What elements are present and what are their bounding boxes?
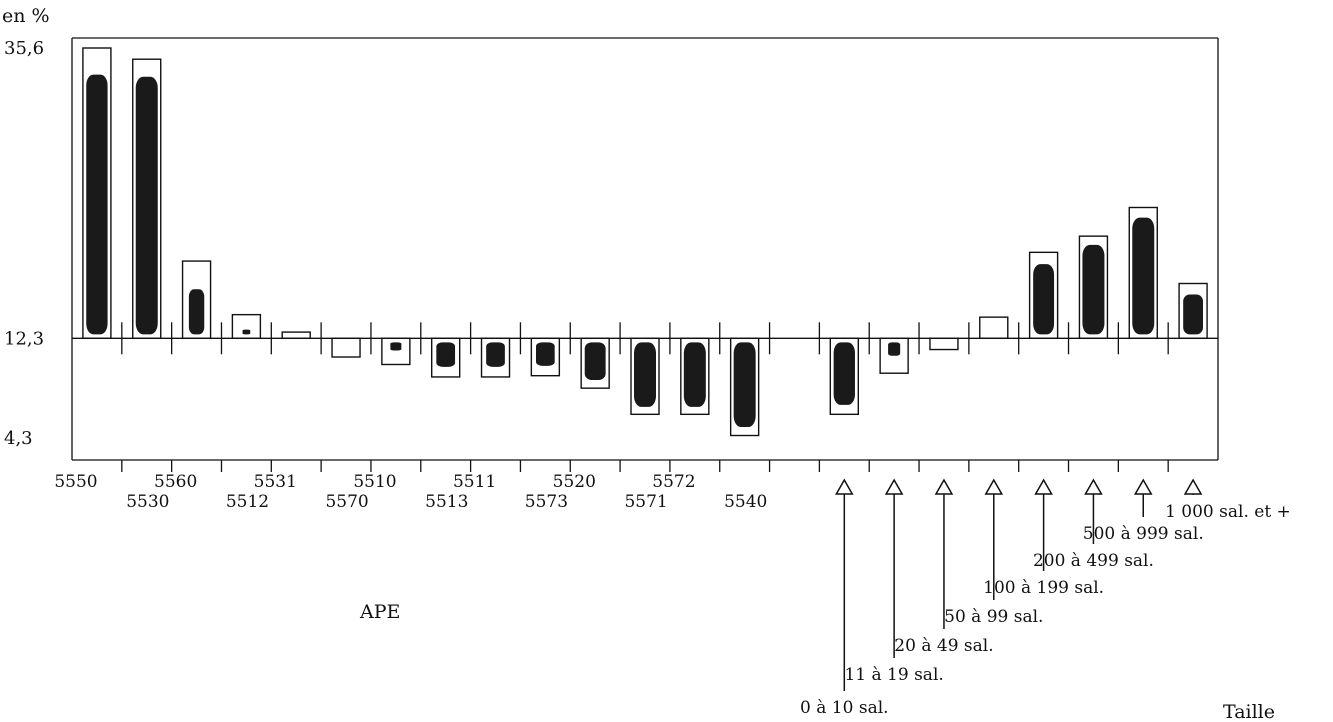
- taille-label: 11 à 19 sal.: [844, 665, 943, 685]
- x-axis-title-ape: APE: [359, 601, 400, 623]
- y-tick-label: 35,6: [4, 38, 44, 59]
- bar-shading: [535, 342, 555, 366]
- bar-5570: [331, 337, 361, 358]
- bar-shading: [436, 342, 456, 367]
- ape-label: 5510: [353, 472, 396, 492]
- ape-label: 5570: [325, 492, 368, 512]
- bar-shading: [86, 74, 108, 335]
- ape-label: 5540: [724, 492, 767, 512]
- bar-5571: [630, 337, 660, 416]
- ape-label: 5571: [624, 492, 667, 512]
- arrow-icon: [1034, 478, 1053, 495]
- taille-label: 100 à 199 sal.: [983, 578, 1104, 598]
- y-tick-label: 12,3: [4, 328, 44, 349]
- arrow-icon: [1133, 478, 1153, 495]
- bar-shading: [1082, 244, 1105, 335]
- bar-5550: [82, 47, 112, 340]
- bar-5531: [281, 331, 311, 340]
- bar-1-000-sal-et-: [1178, 282, 1208, 340]
- bar-5573: [530, 337, 561, 377]
- bar-shading: [683, 342, 706, 407]
- taille-label: 0 à 10 sal.: [800, 698, 889, 718]
- bar-shading: [888, 342, 901, 356]
- bar-shading: [242, 329, 251, 335]
- ape-label: 5531: [254, 472, 297, 492]
- bar-5510: [381, 337, 411, 366]
- bar-5512: [231, 313, 262, 340]
- bars: [82, 47, 1208, 437]
- x-axis-title-taille: Taille: [1223, 701, 1275, 722]
- bar-shading: [733, 342, 756, 428]
- bar-100-199-sal-: [1028, 251, 1059, 340]
- arrow-icon: [835, 478, 854, 495]
- bar-200-499-sal-: [1078, 235, 1109, 340]
- ape-label: 5573: [525, 492, 568, 512]
- bar-5513: [430, 337, 461, 378]
- bar-50-99-sal-: [979, 316, 1009, 340]
- bar-5520: [580, 337, 610, 389]
- taille-label: 500 à 999 sal.: [1083, 524, 1204, 544]
- bar-500-999-sal-: [1128, 206, 1158, 340]
- bar-5540: [729, 337, 760, 437]
- ape-label: 5512: [226, 492, 269, 512]
- ape-label: 5513: [425, 492, 468, 512]
- ape-label: 5530: [126, 492, 169, 512]
- bar-shading: [1132, 217, 1155, 335]
- tick-labels: 35,6 12,3 4,3: [4, 38, 44, 449]
- arrow-icon: [984, 478, 1004, 495]
- bar-11-19-sal-: [879, 337, 909, 374]
- bar-5530: [132, 58, 162, 340]
- bar-shading: [833, 342, 855, 405]
- taille-label: 200 à 499 sal.: [1033, 551, 1154, 571]
- y-axis-title: en %: [2, 5, 50, 27]
- ape-label: 5560: [154, 472, 197, 492]
- taille-label: 20 à 49 sal.: [894, 636, 993, 656]
- arrow-icon: [884, 478, 904, 495]
- bar-0-10-sal-: [829, 337, 860, 416]
- ape-label: 5550: [54, 472, 97, 492]
- arrow-icon: [1084, 478, 1103, 495]
- ape-label: 5520: [553, 472, 596, 492]
- bar-5511: [480, 337, 511, 378]
- bar-5560: [181, 260, 212, 340]
- bar-shading: [1183, 294, 1203, 335]
- bar-5572: [680, 337, 710, 416]
- bar-shading: [584, 342, 606, 380]
- y-tick-label: 4,3: [4, 428, 33, 449]
- ape-label: 5511: [453, 472, 496, 492]
- bar-shading: [486, 342, 505, 367]
- ape-label: 5572: [652, 472, 695, 492]
- bar-shading: [634, 342, 656, 407]
- arrow-icon: [1183, 478, 1203, 495]
- bar-shading: [1033, 264, 1055, 335]
- bar-20-49-sal-: [929, 337, 959, 351]
- arrow-icon: [934, 478, 954, 495]
- taille-label: 50 à 99 sal.: [944, 607, 1043, 627]
- taille-label: 1 000 sal. et +: [1165, 502, 1291, 522]
- bar-shading: [135, 76, 158, 335]
- bar-shading: [390, 342, 402, 351]
- bar-shading: [188, 289, 205, 335]
